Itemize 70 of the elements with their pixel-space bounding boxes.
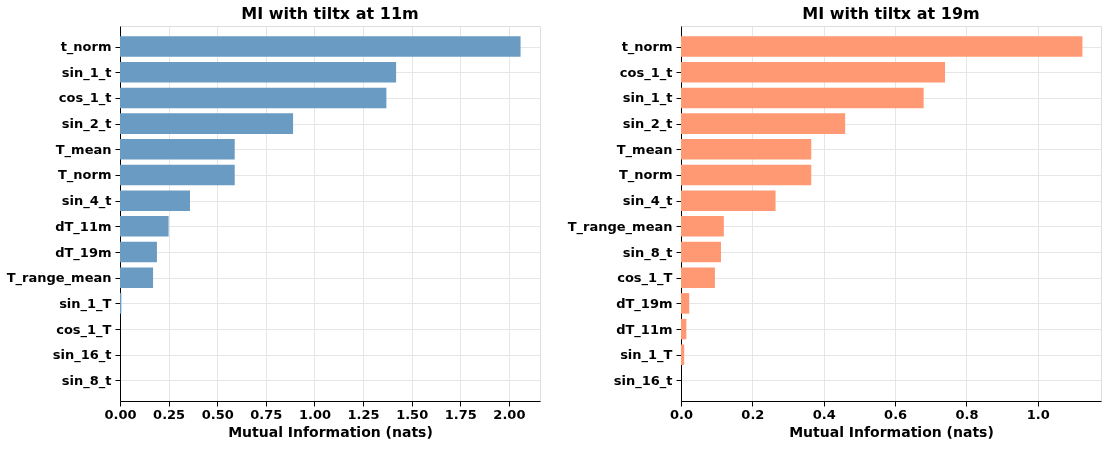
- y-tick-label: sin_1_T: [59, 295, 112, 312]
- x-tick-label: 0.0: [669, 406, 694, 422]
- y-tick-label: sin_1_t: [61, 64, 112, 81]
- bar: [120, 36, 521, 57]
- y-tick-label: dT_19m: [55, 244, 112, 261]
- chart-title: MI with tiltx at 19m: [802, 4, 980, 23]
- y-tick-label: sin_1_t: [622, 90, 673, 107]
- x-tick-label: 0.00: [104, 406, 137, 422]
- y-tick-label: sin_16_t: [613, 372, 673, 389]
- bar: [681, 344, 685, 366]
- bar: [681, 216, 724, 237]
- x-tick-label: 1.0: [1026, 406, 1050, 422]
- bar: [681, 164, 812, 186]
- y-tick-label: dT_19m: [616, 295, 673, 312]
- bar: [120, 139, 235, 160]
- bar: [120, 164, 235, 186]
- bar: [120, 61, 397, 83]
- y-tick-label: sin_2_t: [61, 116, 112, 133]
- x-axis-title: Mutual Information (nats): [228, 423, 433, 440]
- x-tick-label: 0.2: [741, 406, 765, 422]
- bar: [681, 318, 687, 340]
- y-tick-label: sin_8_t: [61, 372, 112, 389]
- y-tick-label: T_mean: [616, 141, 673, 158]
- x-tick-label: 1.75: [444, 406, 477, 422]
- x-tick-label: 0.4: [812, 406, 836, 422]
- x-tick-label: 0.75: [250, 406, 283, 422]
- bar: [120, 267, 154, 288]
- bar: [681, 241, 721, 263]
- y-tick-label: sin_2_t: [622, 116, 673, 133]
- chart-title: MI with tiltx at 11m: [241, 4, 419, 23]
- y-tick-label: cos_1_T: [56, 321, 112, 338]
- x-tick-label: 0.25: [153, 406, 186, 422]
- x-axis-title: Mutual Information (nats): [789, 423, 994, 440]
- bar: [681, 190, 776, 211]
- bar: [681, 293, 690, 314]
- y-tick-label: cos_1_t: [58, 90, 112, 107]
- y-tick-label: sin_4_t: [61, 193, 112, 210]
- x-tick-label: 0.6: [884, 406, 908, 422]
- bar: [681, 139, 812, 160]
- x-tick-label: 1.00: [298, 406, 331, 422]
- bar: [120, 216, 169, 237]
- bar: [120, 241, 157, 263]
- y-tick-label: T_range_mean: [6, 270, 112, 287]
- x-tick-label: 1.50: [396, 406, 429, 422]
- y-tick-label: t_norm: [621, 39, 673, 56]
- y-tick-label: cos_1_t: [619, 64, 673, 81]
- bar: [681, 267, 715, 288]
- bar: [120, 113, 294, 134]
- y-tick-label: sin_8_t: [622, 244, 673, 261]
- y-tick-label: t_norm: [60, 39, 112, 56]
- bar: [120, 190, 190, 211]
- y-tick-label: T_mean: [55, 141, 112, 158]
- x-tick-label: 0.8: [955, 406, 979, 422]
- y-tick-label: cos_1_T: [617, 270, 673, 287]
- bar: [681, 36, 1083, 57]
- y-tick-label: sin_1_T: [620, 347, 673, 364]
- bar: [681, 61, 946, 83]
- y-tick-label: T_norm: [618, 167, 673, 184]
- bar: [681, 87, 924, 109]
- y-tick-label: T_range_mean: [567, 218, 673, 235]
- bar: [681, 113, 846, 134]
- y-tick-label: sin_4_t: [622, 193, 673, 210]
- x-tick-label: 2.00: [493, 406, 526, 422]
- x-tick-label: 0.50: [201, 406, 234, 422]
- x-tick-label: 1.25: [347, 406, 380, 422]
- bar: [120, 87, 387, 109]
- y-tick-label: T_norm: [57, 167, 112, 184]
- y-tick-label: sin_16_t: [52, 347, 112, 364]
- y-tick-label: dT_11m: [616, 321, 673, 338]
- y-tick-label: dT_11m: [55, 218, 112, 235]
